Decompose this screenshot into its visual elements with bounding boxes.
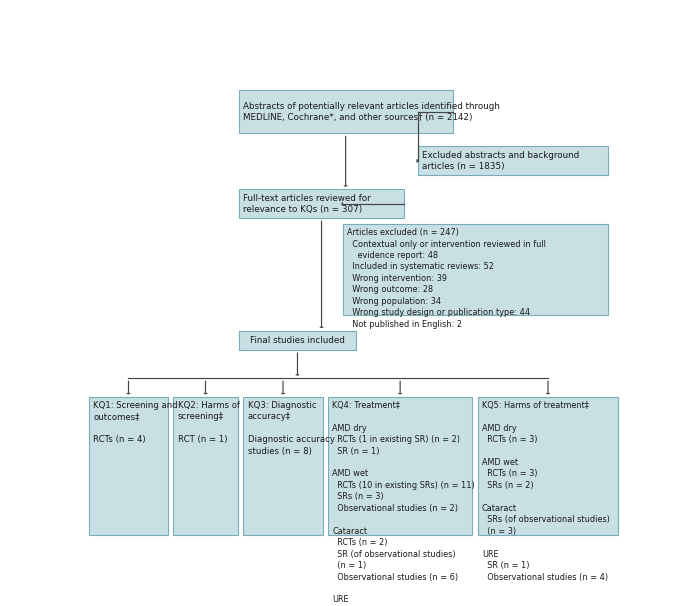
Text: KQ1: Screening and
outcomes‡

RCTs (n = 4): KQ1: Screening and outcomes‡ RCTs (n = 4… bbox=[93, 401, 178, 444]
Text: Full-text articles reviewed for
relevance to KQs (n = 307): Full-text articles reviewed for relevanc… bbox=[243, 193, 371, 214]
Text: Final studies included: Final studies included bbox=[250, 336, 345, 345]
FancyBboxPatch shape bbox=[239, 90, 453, 133]
Text: KQ5: Harms of treatment‡

AMD dry
  RCTs (n = 3)

AMD wet
  RCTs (n = 3)
  SRs (: KQ5: Harms of treatment‡ AMD dry RCTs (n… bbox=[482, 401, 610, 582]
Text: KQ4: Treatment‡

AMD dry
  RCTs (1 in existing SR) (n = 2)
  SR (n = 1)

AMD wet: KQ4: Treatment‡ AMD dry RCTs (1 in exist… bbox=[333, 401, 475, 606]
FancyBboxPatch shape bbox=[173, 397, 237, 534]
FancyBboxPatch shape bbox=[239, 189, 404, 218]
Text: Articles excluded (n = 247)
  Contextual only or intervention reviewed in full
 : Articles excluded (n = 247) Contextual o… bbox=[347, 228, 546, 328]
FancyBboxPatch shape bbox=[244, 397, 323, 534]
FancyBboxPatch shape bbox=[418, 147, 608, 175]
Text: Abstracts of potentially relevant articles identified through
MEDLINE, Cochrane*: Abstracts of potentially relevant articl… bbox=[243, 102, 500, 122]
Text: KQ2: Harms of
screening‡

RCT (n = 1): KQ2: Harms of screening‡ RCT (n = 1) bbox=[178, 401, 239, 444]
Text: KQ3: Diagnostic
accuracy‡

Diagnostic accuracy
studies (n = 8): KQ3: Diagnostic accuracy‡ Diagnostic acc… bbox=[248, 401, 335, 456]
FancyBboxPatch shape bbox=[239, 331, 356, 350]
Text: Excluded abstracts and background
articles (n = 1835): Excluded abstracts and background articl… bbox=[422, 151, 580, 171]
FancyBboxPatch shape bbox=[328, 397, 473, 534]
FancyBboxPatch shape bbox=[89, 397, 168, 534]
FancyBboxPatch shape bbox=[343, 224, 608, 315]
FancyBboxPatch shape bbox=[477, 397, 618, 534]
